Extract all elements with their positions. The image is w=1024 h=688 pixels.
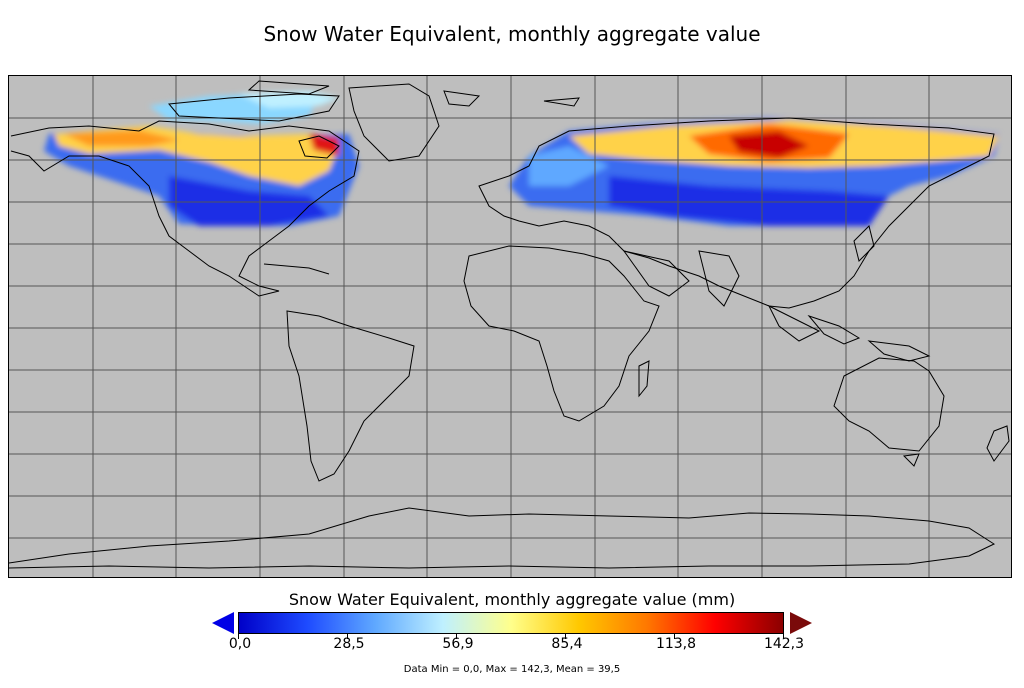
colorbar-gradient: [238, 612, 784, 634]
colorbar-title: Snow Water Equivalent, monthly aggregate…: [288, 590, 736, 609]
colorbar-tick: [565, 634, 566, 639]
coastlines: [9, 80, 1010, 569]
colorbar-tick: [347, 634, 348, 639]
colorbar-tick-label: 142,3: [763, 636, 805, 652]
colorbar-tick-label: 56,9: [442, 636, 474, 652]
colorbar-tick-label: 0,0: [228, 636, 252, 652]
colorbar-tick-label: 113,8: [655, 636, 697, 652]
map-canvas: [9, 76, 1011, 577]
colorbar-over-arrow-icon: [790, 612, 812, 634]
colorbar-tick: [238, 634, 239, 639]
data-stats: Data Min = 0,0, Max = 142,3, Mean = 39,5: [403, 664, 621, 675]
colorbar-tick: [783, 634, 784, 639]
colorbar-tick-label: 28,5: [333, 636, 365, 652]
colorbar-tick-label: 85,4: [551, 636, 583, 652]
graticule: [9, 76, 1011, 577]
colorbar-under-arrow-icon: [212, 612, 234, 634]
map-title: Snow Water Equivalent, monthly aggregate…: [263, 22, 761, 46]
map-panel: [8, 75, 1012, 578]
colorbar-tick: [456, 634, 457, 639]
snow-eurasia: [509, 118, 999, 226]
colorbar-tick: [674, 634, 675, 639]
snow-north-america: [44, 91, 359, 226]
